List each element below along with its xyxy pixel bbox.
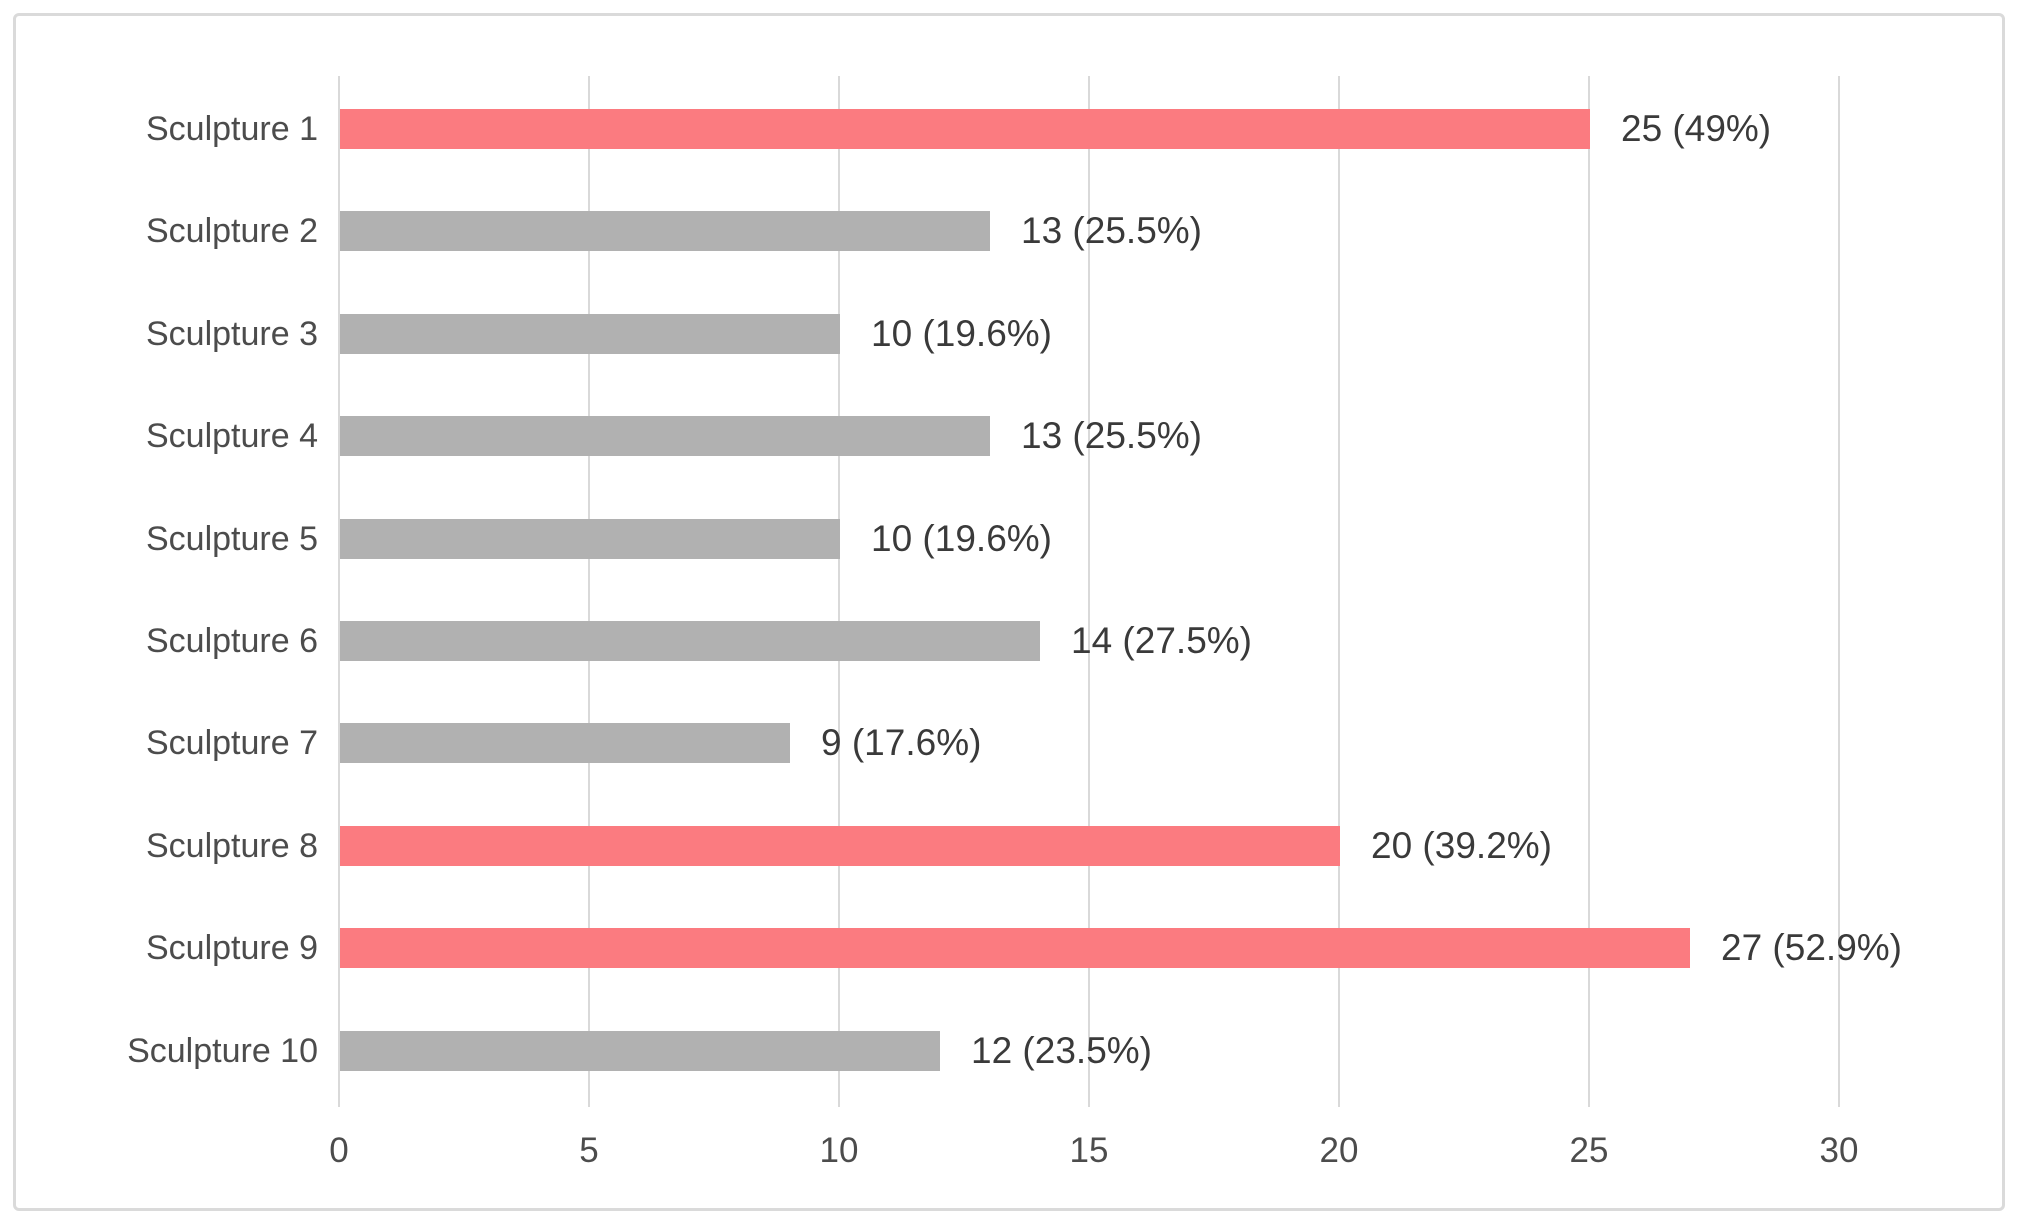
bar-value-label: 27 (52.9%) bbox=[1721, 927, 1902, 969]
chart-frame: 0 5 10 15 20 25 30 Sculpture 1 25 (49%) Sculpture… bbox=[13, 13, 2005, 1211]
bar-value-label: 20 (39.2%) bbox=[1371, 824, 1552, 866]
category-label: Sculpture 8 bbox=[146, 826, 318, 865]
gridline bbox=[1088, 76, 1090, 1081]
bar-value-label: 13 (25.5%) bbox=[1021, 415, 1202, 457]
bar bbox=[340, 313, 840, 354]
bar bbox=[340, 416, 990, 457]
plot-area: 0 5 10 15 20 25 30 Sculpture 1 25 (49%) Sculpture… bbox=[16, 16, 2002, 1208]
bar-value-label: 9 (17.6%) bbox=[821, 722, 982, 764]
x-axis-tick-label: 20 bbox=[1319, 1131, 1359, 1170]
category-label: Sculpture 6 bbox=[146, 622, 318, 660]
bar-value-label: 10 (19.6%) bbox=[871, 312, 1052, 354]
gridline bbox=[588, 76, 590, 1081]
category-label: Sculpture 2 bbox=[146, 212, 318, 251]
bar-value-label: 13 (25.5%) bbox=[1021, 210, 1202, 252]
x-axis-tick bbox=[588, 1081, 590, 1107]
bar bbox=[340, 621, 1040, 661]
bar bbox=[340, 723, 790, 764]
bar bbox=[340, 1030, 940, 1071]
x-axis-tick-label: 30 bbox=[1819, 1131, 1859, 1170]
x-axis-tick-label: 10 bbox=[819, 1131, 859, 1170]
category-label: Sculpture 3 bbox=[146, 314, 318, 353]
category-label: Sculpture 7 bbox=[146, 724, 318, 763]
x-axis-tick-label: 15 bbox=[1069, 1131, 1109, 1170]
category-label: Sculpture 9 bbox=[146, 929, 318, 968]
bar bbox=[340, 928, 1690, 969]
gridline bbox=[338, 76, 340, 1081]
gridline bbox=[1338, 76, 1340, 1081]
x-axis-tick bbox=[1588, 1081, 1590, 1107]
gridline bbox=[1588, 76, 1590, 1081]
bar-value-label: 10 (19.6%) bbox=[871, 517, 1052, 559]
category-label: Sculpture 10 bbox=[127, 1031, 318, 1070]
x-axis-tick bbox=[1088, 1081, 1090, 1107]
gridline bbox=[838, 76, 840, 1081]
bar-value-label: 14 (27.5%) bbox=[1071, 620, 1252, 661]
x-axis-tick bbox=[338, 1081, 340, 1107]
x-axis-tick bbox=[838, 1081, 840, 1107]
category-label: Sculpture 4 bbox=[146, 417, 318, 456]
x-axis-tick-label: 25 bbox=[1569, 1131, 1609, 1170]
x-axis-tick bbox=[1338, 1081, 1340, 1107]
x-axis-tick-label: 5 bbox=[579, 1131, 599, 1170]
x-axis-tick-label: 0 bbox=[329, 1131, 349, 1170]
bar-value-label: 25 (49%) bbox=[1621, 108, 1772, 149]
x-axis-tick bbox=[1838, 1081, 1840, 1107]
bar bbox=[340, 825, 1340, 866]
bar bbox=[340, 211, 990, 252]
category-label: Sculpture 1 bbox=[146, 110, 318, 148]
bar bbox=[340, 109, 1590, 149]
category-label: Sculpture 5 bbox=[146, 519, 318, 558]
bar bbox=[340, 518, 840, 559]
gridline bbox=[1838, 76, 1840, 1081]
bar-value-label: 12 (23.5%) bbox=[971, 1029, 1152, 1071]
